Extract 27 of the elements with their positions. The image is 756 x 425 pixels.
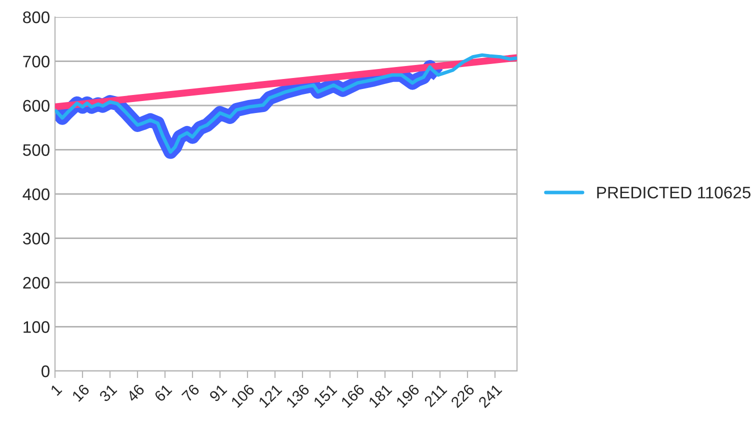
y-tick-label: 300 <box>22 232 50 244</box>
x-tick-label: 151 <box>313 384 338 408</box>
x-tick-label: 226 <box>450 384 475 408</box>
y-tick-label: 600 <box>23 100 50 112</box>
x-tick-label: 61 <box>154 384 172 402</box>
x-tick-label: 181 <box>368 384 392 408</box>
y-tick-label: 100 <box>24 321 50 333</box>
x-tick-label: 136 <box>286 384 310 408</box>
x-tick-label: 76 <box>181 384 200 402</box>
x-tick-label: 91 <box>208 384 228 402</box>
x-tick-label: 16 <box>72 384 90 402</box>
x-tick-label: 196 <box>396 384 420 408</box>
y-tick-label: 800 <box>23 11 50 24</box>
x-tick-label: 121 <box>258 384 282 408</box>
y-tick-label: 0 <box>42 365 50 378</box>
x-tick-label: 241 <box>478 384 502 408</box>
x-tick-label: 46 <box>126 384 145 403</box>
y-tick-label: 500 <box>23 144 50 156</box>
y-tick-label: 400 <box>22 188 50 200</box>
x-tick-label: 211 <box>424 384 448 408</box>
legend-label: PREDICTED 110625 <box>597 186 750 198</box>
x-tick-label: 166 <box>340 384 365 408</box>
x-tick-label: 31 <box>98 384 118 402</box>
y-tick-label: 700 <box>23 56 50 68</box>
y-tick-label: 200 <box>23 276 50 289</box>
x-tick-label: 1 <box>50 384 62 396</box>
x-tick-label: 106 <box>230 384 255 408</box>
